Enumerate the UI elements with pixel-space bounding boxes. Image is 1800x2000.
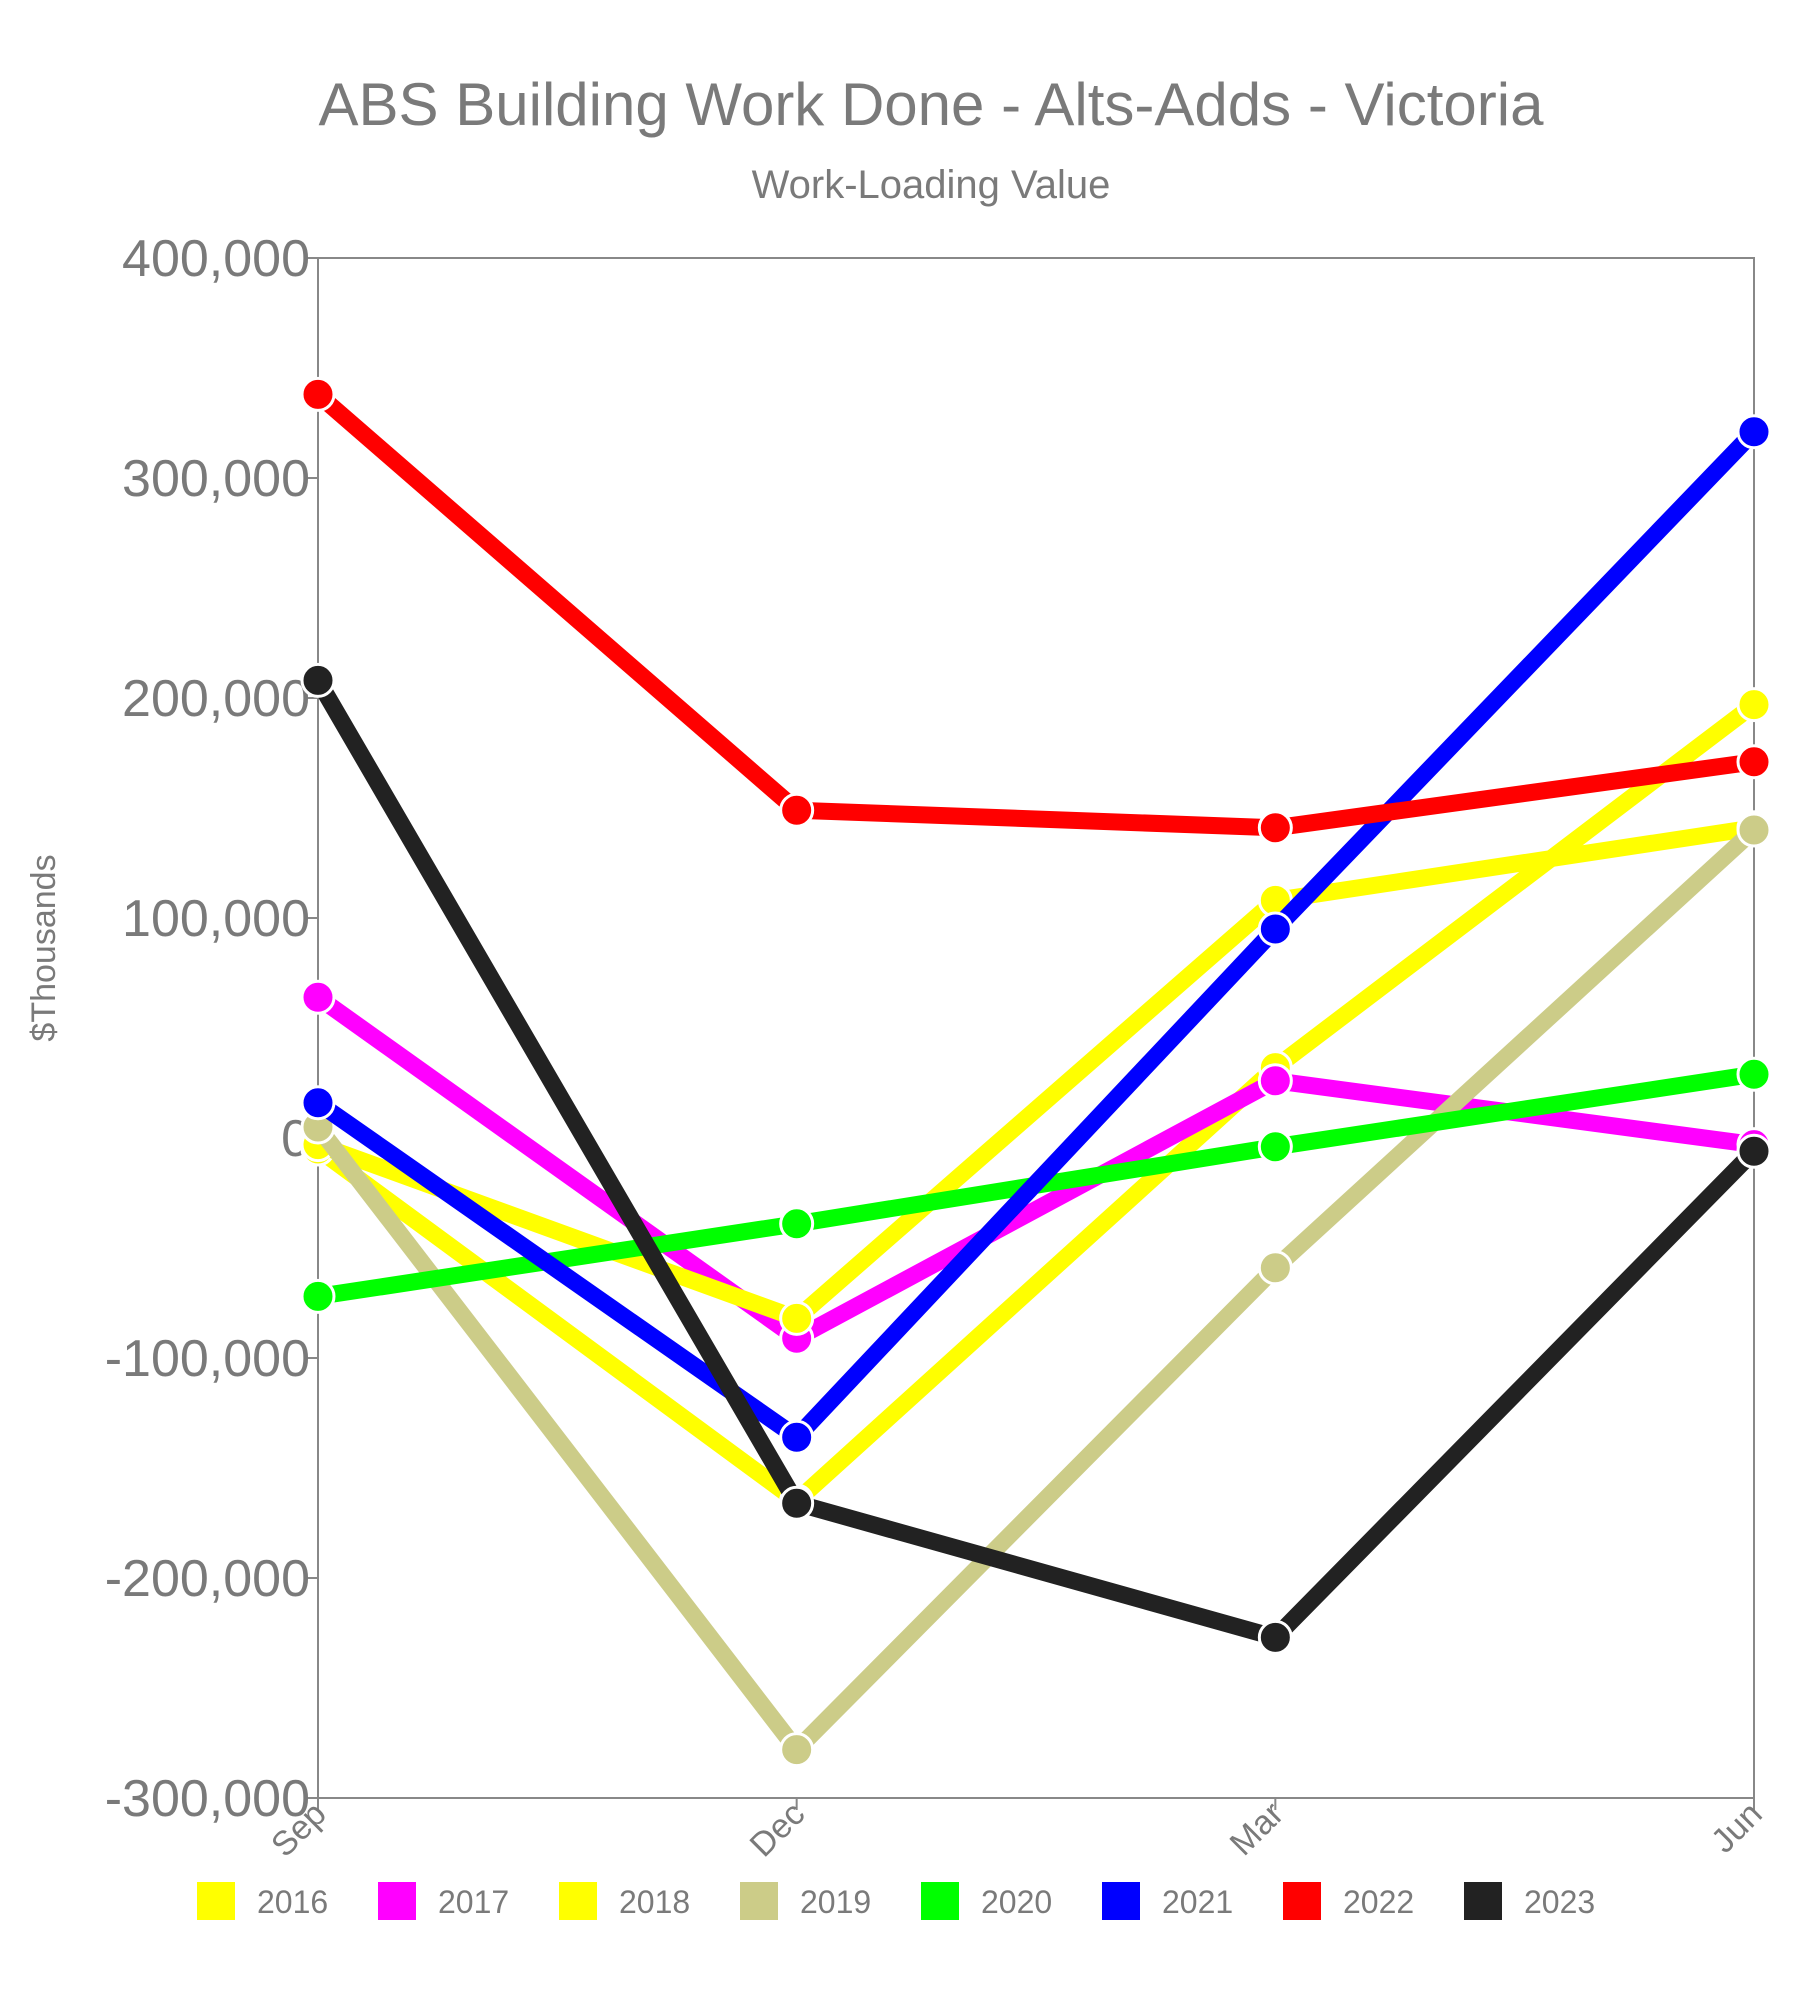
legend-swatch bbox=[378, 1882, 416, 1920]
y-tick-label: -200,000 bbox=[105, 1550, 310, 1608]
series-2019 bbox=[300, 812, 1772, 1768]
series-line bbox=[309, 385, 1763, 837]
data-point[interactable] bbox=[300, 376, 336, 412]
plot-area-frame bbox=[317, 257, 1755, 1799]
y-tick-label: 400,000 bbox=[122, 230, 310, 288]
series-line bbox=[309, 821, 1763, 1759]
data-point[interactable] bbox=[300, 662, 336, 698]
data-point[interactable] bbox=[1257, 1250, 1293, 1286]
legend-label: 2023 bbox=[1524, 1884, 1595, 1920]
data-point[interactable] bbox=[1257, 1129, 1293, 1165]
data-point[interactable] bbox=[1736, 414, 1772, 450]
data-point[interactable] bbox=[300, 1278, 336, 1314]
series-2022 bbox=[300, 376, 1772, 846]
data-point[interactable] bbox=[300, 979, 336, 1015]
y-tick-label: 300,000 bbox=[122, 450, 310, 508]
data-point[interactable] bbox=[779, 1206, 815, 1242]
x-tick-label: Jun bbox=[1704, 1795, 1770, 1861]
series-line bbox=[309, 423, 1763, 1446]
data-point[interactable] bbox=[1257, 1619, 1293, 1655]
x-tick-label: Dec bbox=[743, 1795, 813, 1865]
series-line bbox=[309, 671, 1763, 1646]
data-point[interactable] bbox=[1736, 1056, 1772, 1092]
data-point[interactable] bbox=[779, 792, 815, 828]
legend-swatch bbox=[559, 1882, 597, 1920]
legend-label: 2016 bbox=[257, 1884, 328, 1920]
series-2018 bbox=[300, 810, 1772, 1336]
legend-label: 2017 bbox=[438, 1884, 509, 1920]
y-tick-label: 200,000 bbox=[122, 670, 310, 728]
series-line bbox=[309, 696, 1763, 1510]
data-point[interactable] bbox=[1257, 911, 1293, 947]
legend-label: 2019 bbox=[800, 1884, 871, 1920]
series-lines bbox=[300, 376, 1772, 1768]
data-point[interactable] bbox=[1736, 744, 1772, 780]
data-point[interactable] bbox=[779, 1300, 815, 1336]
legend-item[interactable]: 2018 bbox=[559, 1882, 690, 1920]
legend-swatch bbox=[740, 1882, 778, 1920]
legend-label: 2022 bbox=[1343, 1884, 1414, 1920]
legend: 2016 2017 2018 2019 2020 2021 2022 2023 bbox=[197, 1882, 1595, 1920]
legend-item[interactable]: 2019 bbox=[740, 1882, 871, 1920]
legend-item[interactable]: 2017 bbox=[378, 1882, 509, 1920]
y-tick-label: -300,000 bbox=[105, 1770, 310, 1828]
legend-swatch bbox=[1102, 1882, 1140, 1920]
legend-swatch bbox=[1283, 1882, 1321, 1920]
legend-swatch bbox=[1464, 1882, 1502, 1920]
legend-item[interactable]: 2022 bbox=[1283, 1882, 1414, 1920]
legend-label: 2021 bbox=[1162, 1884, 1233, 1920]
data-point[interactable] bbox=[779, 1485, 815, 1521]
data-point[interactable] bbox=[300, 1085, 336, 1121]
data-point[interactable] bbox=[1736, 812, 1772, 848]
legend-item[interactable]: 2023 bbox=[1464, 1882, 1595, 1920]
x-tick-label: Mar bbox=[1223, 1795, 1291, 1863]
data-point[interactable] bbox=[779, 1419, 815, 1455]
y-tick-label: 100,000 bbox=[122, 890, 310, 948]
legend-item[interactable]: 2016 bbox=[197, 1882, 328, 1920]
legend-label: 2020 bbox=[981, 1884, 1052, 1920]
data-point[interactable] bbox=[1257, 1063, 1293, 1099]
legend-item[interactable]: 2020 bbox=[921, 1882, 1052, 1920]
legend-item[interactable]: 2021 bbox=[1102, 1882, 1233, 1920]
legend-swatch bbox=[197, 1882, 235, 1920]
series-line bbox=[309, 819, 1763, 1327]
legend-label: 2018 bbox=[619, 1884, 690, 1920]
series-2021 bbox=[300, 414, 1772, 1455]
chart-subtitle: Work-Loading Value bbox=[752, 163, 1111, 207]
chart-title: ABS Building Work Done - Alts-Adds - Vic… bbox=[319, 71, 1545, 138]
data-point[interactable] bbox=[1736, 687, 1772, 723]
legend-swatch bbox=[921, 1882, 959, 1920]
data-point[interactable] bbox=[1257, 810, 1293, 846]
y-axis-label: $Thousands bbox=[25, 854, 63, 1041]
x-axis: Sep Dec Mar Jun bbox=[264, 1795, 1770, 1865]
y-tick-label: -100,000 bbox=[105, 1330, 310, 1388]
series-2023 bbox=[300, 662, 1772, 1655]
data-point[interactable] bbox=[1736, 1133, 1772, 1169]
data-point[interactable] bbox=[779, 1732, 815, 1768]
y-axis: 400,000300,000200,000100,0000-100,000-20… bbox=[105, 230, 318, 1828]
